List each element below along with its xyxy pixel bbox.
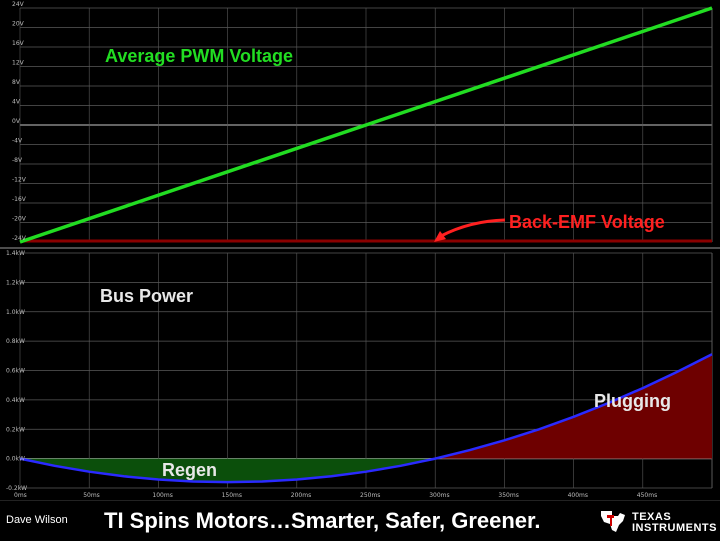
power-y-tick: 0.6kW	[6, 368, 25, 375]
voltage-y-tick: 0V	[12, 118, 21, 125]
ti-state-icon	[601, 511, 625, 532]
voltage-y-tick: -24V	[12, 235, 27, 242]
x-tick: 300ms	[429, 492, 449, 499]
voltage-y-tick: -12V	[12, 177, 27, 184]
voltage-y-tick: -16V	[12, 196, 27, 203]
texas-instruments-logo: TEXAS INSTRUMENTS	[598, 507, 718, 537]
voltage-y-tick: 20V	[12, 21, 25, 28]
back-emf-arrow-head	[434, 231, 446, 242]
voltage-y-tick: 16V	[12, 40, 25, 47]
plugging-area	[435, 354, 712, 459]
x-tick: 250ms	[360, 492, 380, 499]
ti-logo-line1: TEXAS	[632, 511, 672, 523]
back-emf-label: Back-EMF Voltage	[509, 212, 665, 232]
bus-power-line	[19, 353, 713, 484]
voltage-y-tick: -20V	[12, 216, 27, 223]
voltage-series	[19, 6, 713, 244]
voltage-y-tick: 4V	[12, 99, 21, 106]
x-tick: 450ms	[637, 492, 657, 499]
x-tick: 400ms	[568, 492, 588, 499]
tick-labels: 24V 20V 16V 12V 8V 4V 0V -4V -8V -12V -16V -20V -24V…	[6, 1, 657, 499]
power-y-tick: 1.0kW	[6, 309, 25, 316]
voltage-y-tick: 24V	[12, 1, 25, 8]
power-y-tick: 0.2kW	[6, 426, 25, 433]
power-y-tick: 1.2kW	[6, 279, 25, 286]
x-tick: 200ms	[291, 492, 311, 499]
slide-tagline: TI Spins Motors…Smarter, Safer, Greener.	[104, 508, 541, 533]
x-tick: 0ms	[14, 492, 27, 499]
pwm-voltage-line	[19, 6, 713, 244]
voltage-y-tick: -4V	[12, 138, 23, 145]
voltage-y-tick: -8V	[12, 157, 23, 164]
regen-label: Regen	[162, 460, 217, 480]
voltage-y-tick: 12V	[12, 60, 25, 67]
power-y-tick: 0.0kW	[6, 456, 25, 463]
author-name: Dave Wilson	[6, 514, 68, 526]
plugging-label: Plugging	[594, 391, 671, 411]
power-y-tick: -0.2kW	[6, 485, 27, 492]
pwm-voltage-label: Average PWM Voltage	[105, 46, 293, 66]
power-y-tick: 0.4kW	[6, 397, 25, 404]
bus-power-label: Bus Power	[100, 286, 193, 306]
x-tick: 150ms	[222, 492, 242, 499]
x-tick: 100ms	[152, 492, 172, 499]
ti-logo-line2: INSTRUMENTS	[632, 522, 717, 534]
back-emf-arrow-shaft	[440, 218, 506, 238]
x-tick: 50ms	[83, 492, 100, 499]
oscilloscope-chart: 24V 20V 16V 12V 8V 4V 0V -4V -8V -12V -16V -20V -24V…	[0, 1, 720, 499]
power-y-tick: 0.8kW	[6, 338, 25, 345]
power-series	[19, 353, 713, 484]
ti-logo-text: TEXAS INSTRUMENTS	[632, 512, 717, 534]
x-tick: 350ms	[498, 492, 518, 499]
footer-bar: Dave Wilson TI Spins Motors…Smarter, Saf…	[0, 500, 720, 541]
voltage-y-tick: 8V	[12, 79, 21, 86]
power-y-tick: 1.4kW	[6, 250, 25, 257]
